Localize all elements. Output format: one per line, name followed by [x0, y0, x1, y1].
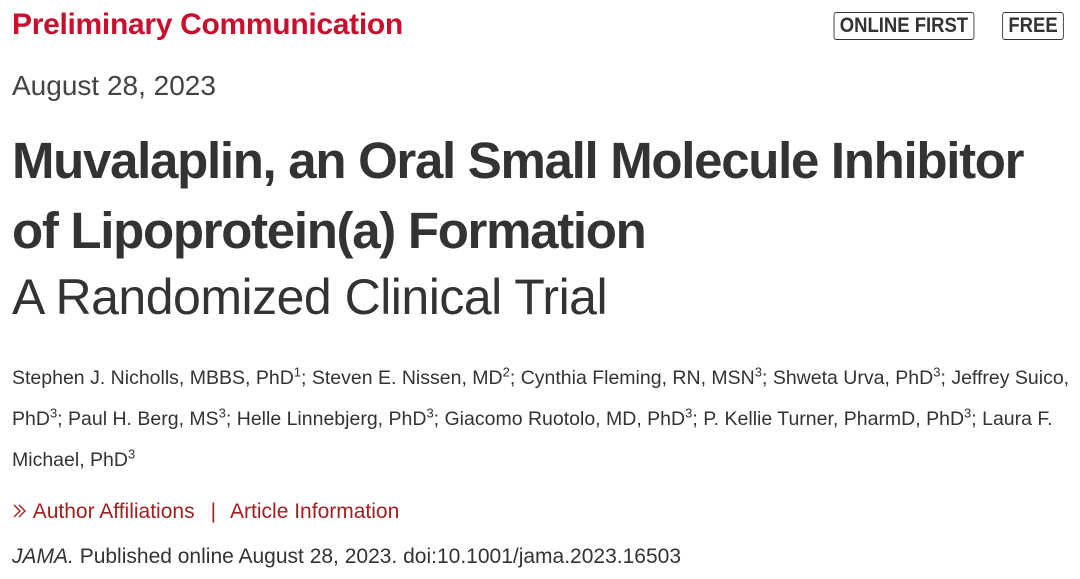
author-affiliations-link[interactable]: Author Affiliations	[32, 500, 195, 523]
authors: Stephen J. Nicholls, MBBS, PhD1; Steven …	[12, 358, 1072, 481]
author-affiliation: 3	[426, 405, 434, 421]
author-affiliation: 3	[127, 446, 136, 462]
subtitle: A Randomized Clinical Trial	[12, 269, 608, 325]
author-name: Jeffrey Suico, PhD	[12, 367, 1070, 430]
links: Author Affiliations | Article Information	[12, 500, 399, 524]
author-separator: ;	[433, 408, 440, 430]
author-name: Cynthia Fleming, RN, MSN	[520, 367, 755, 389]
author-separator: ;	[971, 408, 977, 430]
author-name: Steven E. Nissen, MD	[311, 367, 503, 389]
author-separator: ;	[940, 367, 946, 389]
author-affiliation: 1	[293, 364, 302, 380]
author-affiliation: 3	[685, 405, 693, 421]
citation: JAMA. Published online August 28, 2023. …	[12, 545, 681, 569]
article-information-link[interactable]: Article Information	[230, 500, 400, 523]
author-separator: ;	[761, 367, 768, 389]
chevron-icon	[13, 504, 26, 518]
badge: ONLINE FIRST	[833, 12, 975, 40]
author-name: Shweta Urva, PhD	[772, 367, 934, 389]
author-name: P. Kellie Turner, PharmD, PhD	[703, 408, 965, 430]
badges: ONLINE FIRST FREE	[824, 12, 1068, 40]
author-separator: ;	[225, 408, 232, 430]
author-name: Stephen J. Nicholls, MBBS, PhD	[12, 367, 294, 389]
author-separator: ;	[57, 408, 63, 430]
author-name: Giacomo Ruotolo, MD, PhD	[444, 408, 686, 430]
badge: FREE	[1002, 12, 1064, 40]
author-separator: ;	[692, 408, 698, 430]
author-affiliation: 3	[933, 364, 941, 380]
date: August 28, 2023	[12, 70, 216, 101]
title: Muvalaplin, an Oral Small Molecule Inhib…	[12, 132, 1024, 259]
article-type: Preliminary Communication	[12, 8, 403, 41]
author-name: Paul H. Berg, MS	[68, 408, 219, 430]
author-affiliation: 3	[49, 405, 58, 421]
author-affiliation: 3	[754, 364, 762, 380]
author-affiliation: 3	[964, 405, 972, 421]
author-name: Laura F. Michael, PhD	[12, 408, 1053, 471]
author-affiliation: 3	[218, 405, 226, 421]
journal: JAMA.	[12, 545, 74, 568]
author-separator: ;	[301, 367, 307, 389]
author-affiliation: 2	[502, 364, 510, 380]
link-separator: |	[210, 500, 217, 523]
citation-text: Published online August 28, 2023. doi:10…	[79, 545, 682, 568]
author-separator: ;	[509, 367, 516, 389]
author-name: Helle Linnebjerg, PhD	[236, 408, 427, 430]
